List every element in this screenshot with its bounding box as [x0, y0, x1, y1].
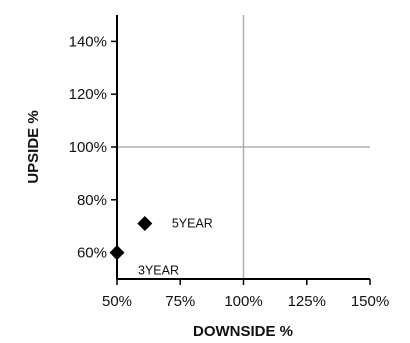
x-tick-label: 125% [288, 293, 326, 310]
data-point-label: 5YEAR [172, 217, 213, 231]
x-tick-label: 100% [224, 293, 262, 310]
y-axis-ticks: 60% 80% 100% 120% 140% [69, 33, 117, 262]
y-tick-label: 60% [77, 245, 107, 262]
x-tick-label: 150% [351, 293, 389, 310]
y-tick-label: 120% [69, 86, 107, 103]
data-points: 3YEAR 5YEAR [109, 216, 213, 278]
data-point-marker [137, 216, 153, 232]
data-point-label: 3YEAR [138, 264, 179, 278]
y-tick-label: 140% [69, 33, 107, 50]
reference-lines [117, 15, 370, 279]
y-axis-title: UPSIDE % [25, 110, 42, 183]
data-point-marker [109, 245, 125, 261]
x-tick-label: 75% [165, 293, 195, 310]
y-tick-label: 100% [69, 139, 107, 156]
x-axis-ticks: 50% 75% 100% 125% 150% [102, 279, 389, 310]
x-axis-title: DOWNSIDE % [193, 323, 293, 340]
x-tick-label: 50% [102, 293, 132, 310]
y-tick-label: 80% [77, 192, 107, 209]
